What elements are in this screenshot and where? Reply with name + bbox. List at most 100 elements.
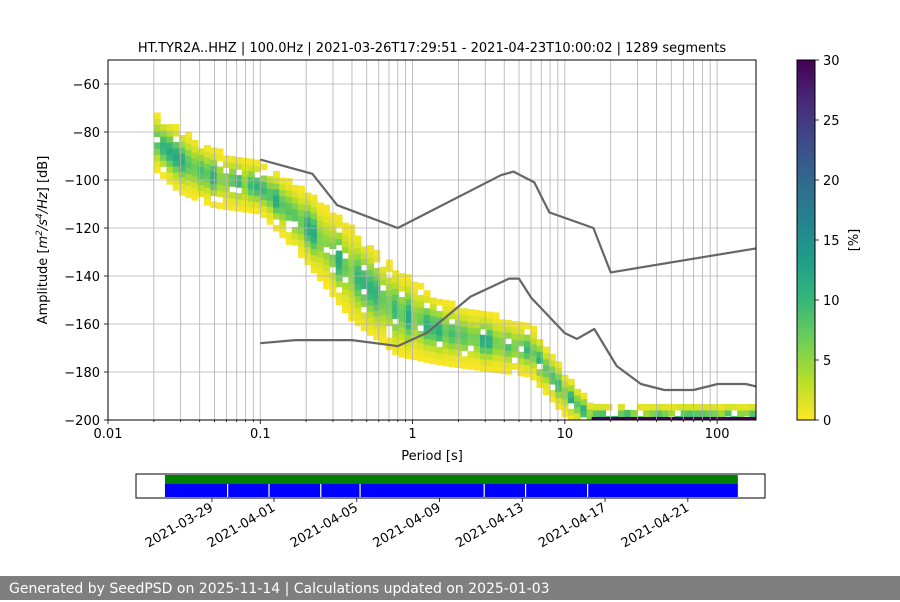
heatmap-cell (316, 214, 324, 222)
heatmap-cell (160, 172, 167, 179)
heatmap-cell (160, 124, 167, 131)
heatmap-cell (555, 391, 563, 398)
heatmap-cell (291, 226, 299, 234)
heatmap-cell (298, 197, 305, 205)
heatmap-cell (404, 292, 412, 299)
heatmap-cell (367, 281, 374, 288)
y-axis-label: Amplitude [m2/s4/Hz] [dB] (35, 156, 51, 325)
heatmap-cell (473, 333, 481, 341)
heatmap-cell (530, 373, 538, 381)
heatmap-cell (379, 266, 387, 274)
heatmap-cell (411, 305, 418, 313)
heatmap-cell (166, 142, 174, 149)
heatmap-cell (160, 160, 167, 167)
heatmap-cell (310, 254, 318, 262)
heatmap-cell (360, 294, 368, 301)
heatmap-cell (467, 339, 475, 346)
heatmap-cell (373, 333, 381, 341)
ylabel-part-1: Amplitude [ (36, 248, 51, 324)
heatmap-cell (436, 352, 443, 360)
heatmap-floor (591, 417, 756, 420)
y-tick-label: −120 (64, 222, 100, 237)
heatmap-cell (178, 171, 186, 178)
heatmap-cell (404, 328, 412, 335)
heatmap-cell (461, 314, 469, 321)
heatmap-cell (536, 345, 544, 352)
heatmap-cell (392, 276, 400, 283)
heatmap-cell (153, 166, 161, 173)
heatmap-cell (480, 352, 487, 360)
heatmap-cell (379, 308, 387, 316)
heatmap-cell (323, 216, 331, 224)
ylabel-exp-2: 2 (35, 230, 45, 236)
heatmap-cell (498, 331, 506, 338)
heatmap-cell (367, 311, 374, 318)
heatmap-cell (574, 412, 581, 420)
heatmap-cell (473, 309, 481, 317)
heatmap-cell (467, 315, 475, 322)
heatmap-cell (360, 318, 368, 325)
heatmap-cell (153, 118, 161, 125)
heatmap-cell (398, 285, 406, 292)
heatmap-cell (191, 152, 199, 159)
heatmap-cell (379, 290, 387, 298)
heatmap-cell (586, 414, 594, 420)
heatmap-cell (279, 219, 287, 227)
heatmap-cell (517, 357, 525, 365)
heatmap-cell (712, 403, 719, 411)
heatmap-cell (229, 162, 236, 169)
heatmap-cell (172, 148, 180, 155)
heatmap-cell (411, 341, 418, 349)
heatmap-cell (530, 367, 538, 375)
heatmap-cell (618, 403, 625, 411)
heatmap-cell (392, 288, 400, 295)
heatmap-cell (448, 306, 456, 314)
heatmap-cell (367, 257, 374, 264)
heatmap-cell (442, 299, 450, 307)
heatmap-cell (411, 323, 418, 331)
heatmap-cell (279, 177, 287, 185)
heatmap-cell (172, 178, 180, 185)
heatmap-cell (473, 363, 481, 371)
heatmap-cell (354, 283, 362, 291)
heatmap-cell (216, 148, 224, 156)
heatmap-cell (354, 259, 362, 267)
heatmap-cell (172, 184, 180, 191)
heatmap-cell (392, 330, 400, 337)
heatmap-cell (429, 327, 437, 335)
heatmap-cell (549, 359, 556, 367)
y-tick-label: −140 (64, 270, 100, 285)
heatmap-cell (492, 318, 500, 325)
x-axis-ticks: 0.01 0.1 1 10 100 (94, 420, 730, 442)
heatmap-cell (404, 346, 412, 353)
heatmap-cell (178, 147, 186, 154)
heatmap-cell (166, 130, 174, 137)
heatmap-cell (273, 212, 280, 220)
heatmap-cell (316, 232, 324, 240)
heatmap-cell (448, 360, 456, 368)
heatmap-cell (436, 334, 443, 342)
heatmap-cell (335, 214, 343, 222)
heatmap-cell (185, 185, 193, 193)
heatmap-cell (191, 182, 199, 189)
heatmap-cell (549, 371, 556, 379)
heatmap-cell (335, 274, 343, 282)
heatmap-cell (379, 278, 387, 286)
heatmap-cell (335, 220, 343, 228)
heatmap-cell (204, 157, 211, 164)
heatmap-cell (411, 329, 418, 337)
heatmap-cell (153, 148, 161, 155)
heatmap-cell (291, 190, 299, 198)
heatmap-cell (417, 342, 425, 350)
heatmap-cell (298, 209, 305, 217)
heatmap-cell (737, 403, 745, 411)
y-tick-label: −80 (73, 126, 100, 141)
heatmap-cell (335, 280, 343, 288)
heatmap-cell (655, 409, 663, 417)
heatmap-cell (486, 329, 494, 337)
heatmap-cell (404, 322, 412, 329)
heatmap-cell (247, 182, 255, 190)
heatmap-cell (304, 240, 312, 248)
heatmap-cell (373, 315, 381, 323)
heatmap-cell (448, 324, 456, 332)
